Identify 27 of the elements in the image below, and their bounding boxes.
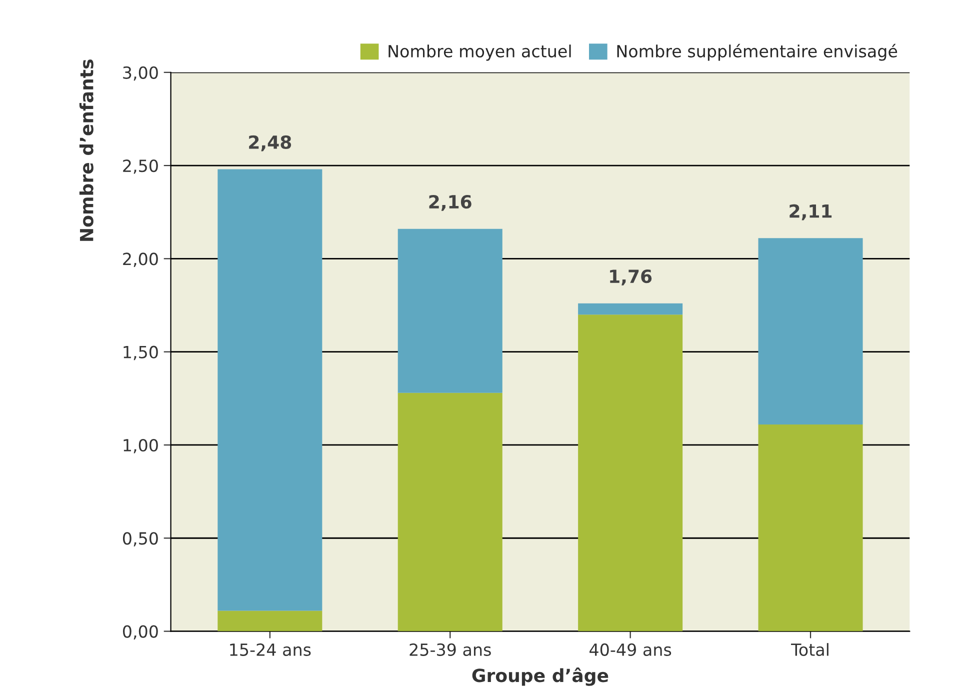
total-label: 2,16 [429,194,472,211]
x-tick-label: 40-49 ans [590,643,672,656]
legend-label: Nombre moyen actuel [388,44,571,61]
bar [398,392,502,632]
y-tick-label: 0,00 [122,625,158,640]
bar [578,314,683,632]
x-axis-title: Groupe d’âge [472,668,608,686]
y-tick-label: 3,00 [123,66,158,81]
bar [398,228,502,393]
total-label: 2,11 [790,204,832,220]
legend-label: Nombre supplémentaire envisagé [617,44,898,61]
total-label: 1,76 [610,269,652,286]
bar [758,238,863,424]
x-tick-label: Total [791,643,828,656]
total-label: 2,48 [249,135,292,152]
x-tick-label: 15-24 ans [230,643,311,656]
bar [218,169,322,611]
y-axis-title: Nombre d’enfants [79,60,94,241]
bar [218,610,322,632]
y-tick-label: 1,00 [124,438,158,454]
bar [578,303,683,315]
x-tick-label: 25-39 ans [410,643,491,656]
y-tick-label: 0,50 [122,532,158,546]
bar [758,424,863,632]
y-tick-label: 2,50 [123,159,158,174]
y-tick-label: 2,00 [123,252,158,267]
y-tick-label: 1,50 [124,346,158,360]
